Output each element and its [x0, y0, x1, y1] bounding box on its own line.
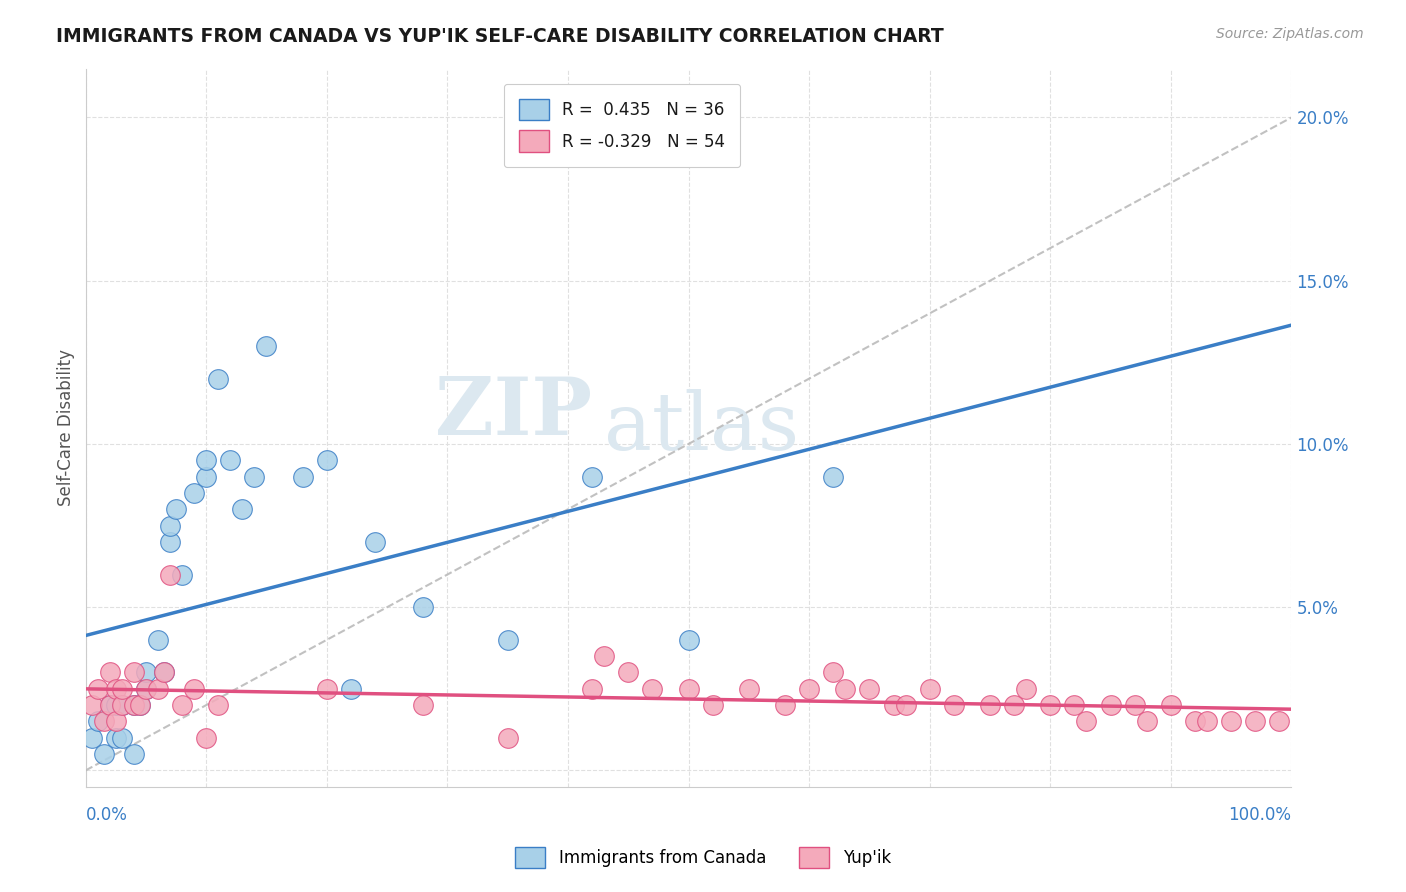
Point — [98, 698, 121, 713]
Point — [1076, 714, 1098, 729]
Point — [496, 731, 519, 745]
Point — [1195, 714, 1218, 729]
Point — [165, 502, 187, 516]
Point — [195, 469, 218, 483]
Point — [122, 698, 145, 713]
Point — [104, 714, 127, 729]
Point — [93, 714, 115, 729]
Point — [98, 665, 121, 680]
Point — [104, 681, 127, 696]
Point — [738, 681, 761, 696]
Point — [858, 681, 880, 696]
Point — [104, 698, 127, 713]
Point — [942, 698, 965, 713]
Point — [243, 469, 266, 483]
Point — [86, 681, 108, 696]
Point — [104, 731, 127, 745]
Point — [315, 453, 337, 467]
Point — [159, 567, 181, 582]
Point — [678, 681, 700, 696]
Point — [641, 681, 664, 696]
Point — [159, 535, 181, 549]
Point — [80, 698, 103, 713]
Point — [1099, 698, 1122, 713]
Point — [128, 698, 150, 713]
Point — [122, 747, 145, 761]
Point — [170, 567, 193, 582]
Point — [256, 339, 278, 353]
Point — [291, 469, 314, 483]
Point — [797, 681, 820, 696]
Point — [496, 632, 519, 647]
Point — [918, 681, 941, 696]
Legend: R =  0.435   N = 36, R = -0.329   N = 54: R = 0.435 N = 36, R = -0.329 N = 54 — [505, 84, 741, 167]
Point — [207, 372, 229, 386]
Point — [146, 681, 169, 696]
Point — [86, 714, 108, 729]
Point — [678, 632, 700, 647]
Point — [122, 665, 145, 680]
Point — [823, 665, 845, 680]
Point — [883, 698, 905, 713]
Point — [195, 731, 218, 745]
Point — [183, 681, 205, 696]
Point — [834, 681, 856, 696]
Point — [773, 698, 796, 713]
Point — [581, 681, 603, 696]
Text: IMMIGRANTS FROM CANADA VS YUP'IK SELF-CARE DISABILITY CORRELATION CHART: IMMIGRANTS FROM CANADA VS YUP'IK SELF-CA… — [56, 27, 943, 45]
Point — [1160, 698, 1182, 713]
Text: ZIP: ZIP — [434, 375, 592, 452]
Point — [1015, 681, 1038, 696]
Point — [93, 747, 115, 761]
Point — [231, 502, 253, 516]
Point — [135, 681, 157, 696]
Point — [1220, 714, 1243, 729]
Point — [80, 731, 103, 745]
Point — [207, 698, 229, 713]
Legend: Immigrants from Canada, Yup'ik: Immigrants from Canada, Yup'ik — [509, 840, 897, 875]
Point — [1268, 714, 1291, 729]
Point — [135, 681, 157, 696]
Point — [111, 698, 134, 713]
Point — [219, 453, 242, 467]
Point — [111, 681, 134, 696]
Point — [412, 600, 434, 615]
Point — [702, 698, 724, 713]
Point — [823, 469, 845, 483]
Text: 0.0%: 0.0% — [86, 806, 128, 824]
Point — [111, 731, 134, 745]
Point — [111, 698, 134, 713]
Point — [1136, 714, 1159, 729]
Point — [1063, 698, 1085, 713]
Point — [153, 665, 176, 680]
Point — [1123, 698, 1146, 713]
Point — [135, 665, 157, 680]
Point — [195, 453, 218, 467]
Point — [128, 698, 150, 713]
Point — [170, 698, 193, 713]
Point — [98, 698, 121, 713]
Point — [159, 518, 181, 533]
Y-axis label: Self-Care Disability: Self-Care Disability — [58, 349, 75, 506]
Point — [894, 698, 917, 713]
Point — [340, 681, 363, 696]
Point — [581, 469, 603, 483]
Point — [1039, 698, 1062, 713]
Point — [153, 665, 176, 680]
Point — [979, 698, 1001, 713]
Point — [364, 535, 387, 549]
Point — [617, 665, 640, 680]
Text: 100.0%: 100.0% — [1229, 806, 1292, 824]
Point — [1184, 714, 1206, 729]
Point — [1244, 714, 1267, 729]
Point — [1002, 698, 1025, 713]
Point — [146, 632, 169, 647]
Text: atlas: atlas — [605, 389, 799, 467]
Point — [315, 681, 337, 696]
Point — [122, 698, 145, 713]
Point — [593, 649, 616, 664]
Text: Source: ZipAtlas.com: Source: ZipAtlas.com — [1216, 27, 1364, 41]
Point — [183, 486, 205, 500]
Point — [412, 698, 434, 713]
